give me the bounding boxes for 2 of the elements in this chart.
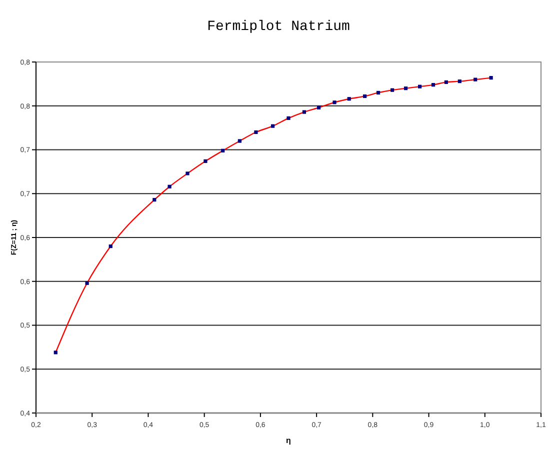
x-axis-title: η — [286, 436, 292, 445]
chart-title: Fermiplot Natrium — [207, 19, 350, 35]
